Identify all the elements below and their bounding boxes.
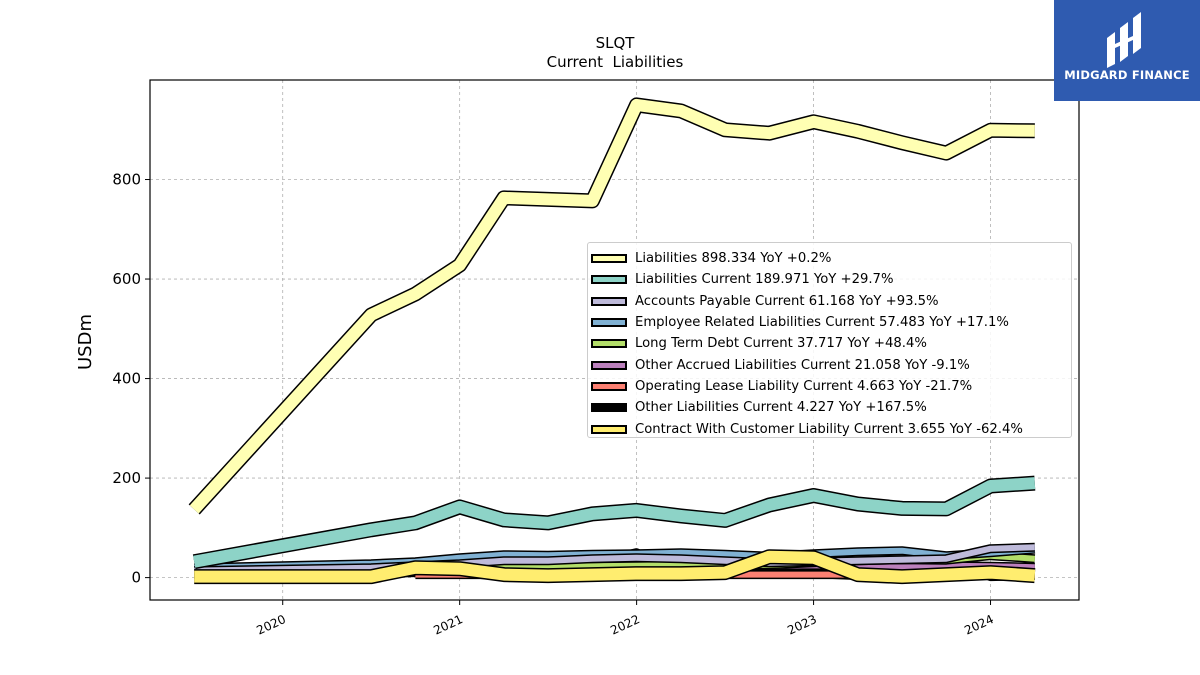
series-liabilities [188, 97, 1035, 515]
x-tick-label: 2021 [431, 612, 465, 638]
series-contract-with-customer-liability-current [194, 549, 1036, 585]
legend-label: Contract With Customer Liability Current… [635, 421, 1023, 437]
y-tick-label: 800 [112, 171, 141, 189]
legend-swatch [591, 381, 627, 391]
legend-label: Other Liabilities Current 4.227 YoY +167… [635, 400, 927, 416]
legend-label: Accounts Payable Current 61.168 YoY +93.… [635, 293, 939, 309]
x-tick-label: 2023 [785, 612, 819, 638]
series-line [194, 546, 1036, 571]
y-axis: 0 200 400 600 800 [112, 171, 150, 587]
x-axis: 2020 2021 2022 2023 2024 [254, 600, 996, 638]
legend-label: Liabilities 898.334 YoY +0.2% [635, 251, 832, 267]
legend-swatch [591, 360, 627, 370]
series-liabilities-current [192, 475, 1036, 570]
legend-item: Contract With Customer Liability Current… [588, 418, 1071, 439]
chart-title: SLQT [596, 34, 636, 52]
legend-item: Liabilities Current 189.971 YoY +29.7% [588, 269, 1071, 290]
legend-item: Long Term Debt Current 37.717 YoY +48.4% [588, 333, 1071, 354]
legend-label: Other Accrued Liabilities Current 21.058… [635, 357, 970, 373]
y-tick-label: 200 [112, 469, 141, 487]
legend-swatch [591, 296, 627, 306]
series-line [194, 550, 1036, 583]
legend-swatch [591, 424, 627, 434]
legend-item: Operating Lease Liability Current 4.663 … [588, 376, 1071, 397]
series-line [189, 98, 1035, 514]
brand-logo: MIDGARD FINANCE [1054, 0, 1200, 101]
legend-label: Long Term Debt Current 37.717 YoY +48.4% [635, 336, 927, 352]
legend-item: Liabilities 898.334 YoY +0.2% [588, 248, 1071, 269]
legend-swatch [591, 403, 627, 413]
y-axis-label: USDm [75, 314, 96, 370]
x-tick-label: 2020 [254, 612, 288, 638]
legend-label: Employee Related Liabilities Current 57.… [635, 315, 1009, 331]
plot-frame [149, 79, 1080, 601]
legend-swatch [591, 339, 627, 349]
legend-swatch [591, 254, 627, 264]
legend-item: Employee Related Liabilities Current 57.… [588, 312, 1071, 333]
legend-item: Accounts Payable Current 61.168 YoY +93.… [588, 291, 1071, 312]
series-line [193, 477, 1036, 568]
logo-mark-icon [1107, 12, 1141, 68]
series-layer [188, 97, 1036, 585]
y-tick-label: 400 [112, 370, 141, 388]
y-tick-label: 0 [131, 569, 141, 587]
series-employee-related-liabilities-current [194, 544, 1036, 573]
legend-swatch [591, 318, 627, 328]
x-tick-label: 2024 [962, 612, 996, 638]
x-tick-label: 2022 [608, 612, 642, 638]
legend-swatch [591, 275, 627, 285]
legend-label: Liabilities Current 189.971 YoY +29.7% [635, 272, 894, 288]
chart-subtitle: Current Liabilities [547, 53, 684, 71]
legend: Liabilities 898.334 YoY +0.2% Liabilities… [587, 242, 1072, 438]
y-tick-label: 600 [112, 270, 141, 288]
legend-label: Operating Lease Liability Current 4.663 … [635, 378, 973, 394]
legend-item: Other Accrued Liabilities Current 21.058… [588, 354, 1071, 375]
logo-text: MIDGARD FINANCE [1064, 68, 1190, 82]
legend-item: Other Liabilities Current 4.227 YoY +167… [588, 397, 1071, 418]
